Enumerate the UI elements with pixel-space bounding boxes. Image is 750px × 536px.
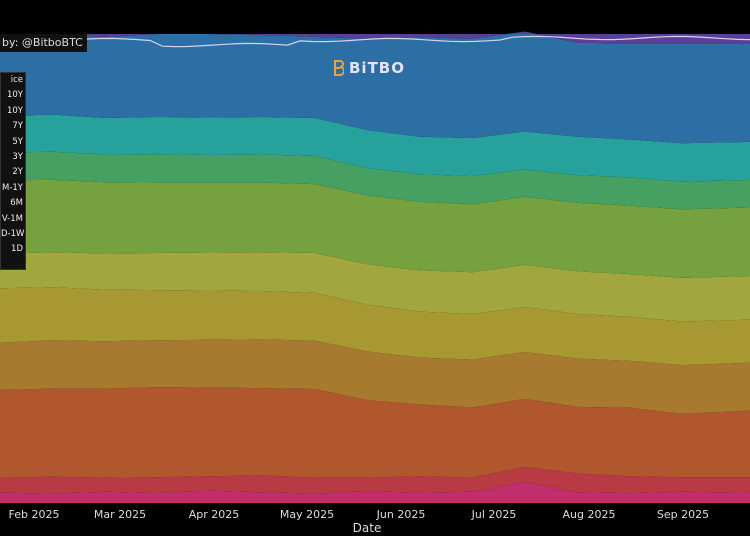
x-axis-title: Date bbox=[353, 521, 382, 535]
brand-watermark: BiTBO bbox=[332, 58, 405, 78]
x-tick-label: Aug 2025 bbox=[563, 508, 616, 521]
credit-label: by: @BitboBTC bbox=[0, 34, 87, 52]
area-band-5 bbox=[0, 252, 750, 322]
area-band-8 bbox=[0, 114, 750, 182]
area-band-top bbox=[0, 31, 750, 44]
legend-item: 5Y bbox=[12, 136, 23, 147]
legend-item: M-1Y bbox=[1, 182, 23, 193]
area-band-1 bbox=[0, 466, 750, 494]
x-tick-label: Apr 2025 bbox=[189, 508, 240, 521]
area-band-3 bbox=[0, 339, 750, 414]
x-tick-label: May 2025 bbox=[280, 508, 334, 521]
legend: ice 10Y 10Y 7Y 5Y 3Y 2Y M-1Y 6M V-1M D-1W 1D bbox=[0, 72, 26, 270]
area-band-7 bbox=[0, 151, 750, 210]
x-tick-label: Jul 2025 bbox=[471, 508, 517, 521]
area-band-9 bbox=[0, 31, 750, 144]
legend-item: 1D bbox=[11, 244, 23, 255]
brand-name: BiTBO bbox=[349, 59, 405, 77]
legend-item: 7Y bbox=[12, 121, 23, 132]
legend-item: D-1W bbox=[1, 228, 25, 239]
area-bands bbox=[0, 31, 750, 503]
x-tick-label: Mar 2025 bbox=[94, 508, 146, 521]
bitbo-logo-icon bbox=[334, 60, 344, 76]
x-tick-label: Sep 2025 bbox=[657, 508, 709, 521]
area-band-4 bbox=[0, 287, 750, 366]
x-axis-ticks: Feb 2025 Mar 2025 Apr 2025 May 2025 Jun 2025… bbox=[9, 508, 710, 521]
legend-item: 6M bbox=[10, 198, 23, 209]
legend-item: 10Y bbox=[6, 105, 23, 116]
area-band-2 bbox=[0, 387, 750, 478]
price-line bbox=[0, 35, 750, 48]
legend-item: 2Y bbox=[12, 167, 23, 178]
x-tick-label: Feb 2025 bbox=[9, 508, 60, 521]
legend-item: V-1M bbox=[1, 213, 23, 224]
x-tick-label: Jun 2025 bbox=[376, 508, 426, 521]
area-band-0 bbox=[0, 481, 750, 503]
legend-item: ice bbox=[10, 75, 23, 85]
area-band-6 bbox=[0, 179, 750, 278]
legend-item: 10Y bbox=[6, 90, 23, 101]
legend-item: 3Y bbox=[12, 151, 23, 162]
